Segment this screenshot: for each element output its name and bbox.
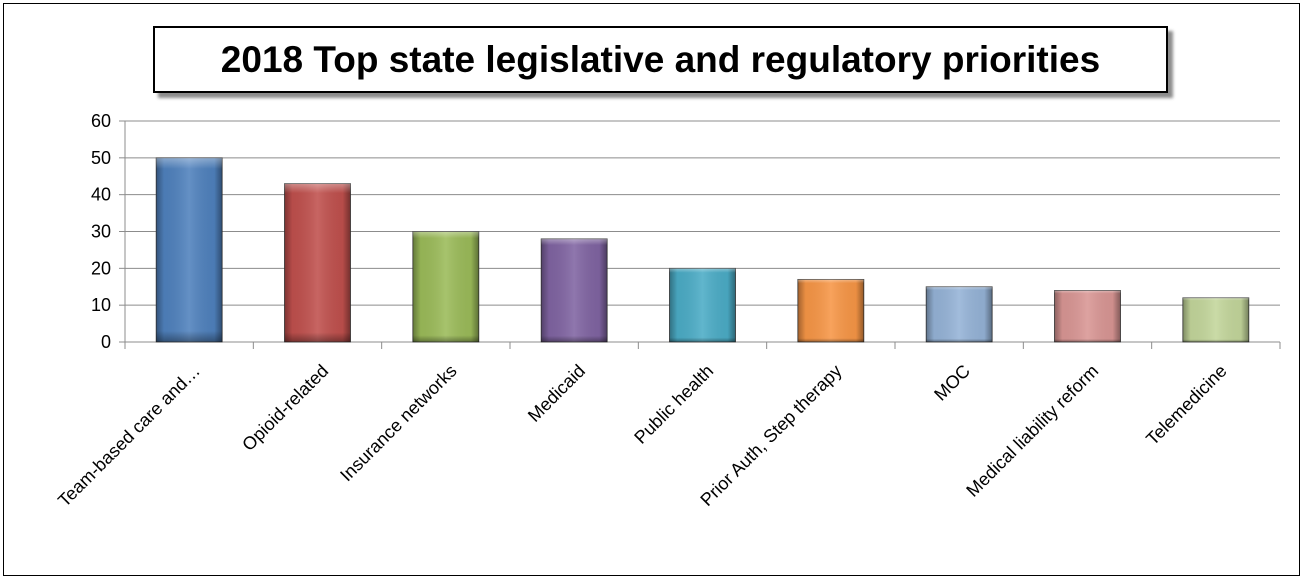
x-category-label: Insurance networks <box>336 361 461 486</box>
bar-shade-vertical <box>412 231 479 342</box>
x-category-label: Medical liability reform <box>962 361 1102 501</box>
y-tick-label: 20 <box>91 258 111 278</box>
x-category-label: MOC <box>930 361 974 405</box>
bar <box>925 286 993 343</box>
x-category-label: Opioid-related <box>238 361 332 455</box>
bar <box>1054 290 1121 343</box>
category-labels: Team-based care and… Opioid-related Insura… <box>54 361 1231 511</box>
y-tick-label: 60 <box>91 111 111 131</box>
bar <box>797 278 865 343</box>
bar-shade-vertical <box>669 268 736 342</box>
bar-shade-vertical <box>797 279 864 342</box>
bar <box>540 238 608 343</box>
bar <box>1182 297 1250 343</box>
x-category-label: Public health <box>630 361 717 448</box>
bar-shade-vertical <box>284 183 351 342</box>
bar-shade-vertical <box>1182 297 1249 342</box>
bar-shade-vertical <box>156 157 223 342</box>
y-tick-label: 10 <box>91 295 111 315</box>
bar <box>155 157 223 343</box>
x-category-label: Medicaid <box>524 361 589 426</box>
x-category-label: Prior Auth, Step therapy <box>696 361 845 510</box>
y-tick-label: 30 <box>91 222 111 242</box>
bar <box>284 183 351 343</box>
chart-title-box: 2018 Top state legislative and regulator… <box>153 26 1168 93</box>
bars <box>155 157 1250 343</box>
y-tick-label: 40 <box>91 185 111 205</box>
y-tick-label: 0 <box>101 332 111 352</box>
x-category-label: Team-based care and… <box>54 361 204 511</box>
x-category-label: Telemedicine <box>1142 361 1230 449</box>
bar <box>412 231 480 343</box>
bar <box>669 267 736 343</box>
bar-shade-vertical <box>926 286 993 342</box>
bar-shade-vertical <box>1054 290 1121 342</box>
chart-title: 2018 Top state legislative and regulator… <box>220 38 1101 80</box>
bar-shade-vertical <box>541 238 608 342</box>
y-tick-label: 50 <box>91 148 111 168</box>
